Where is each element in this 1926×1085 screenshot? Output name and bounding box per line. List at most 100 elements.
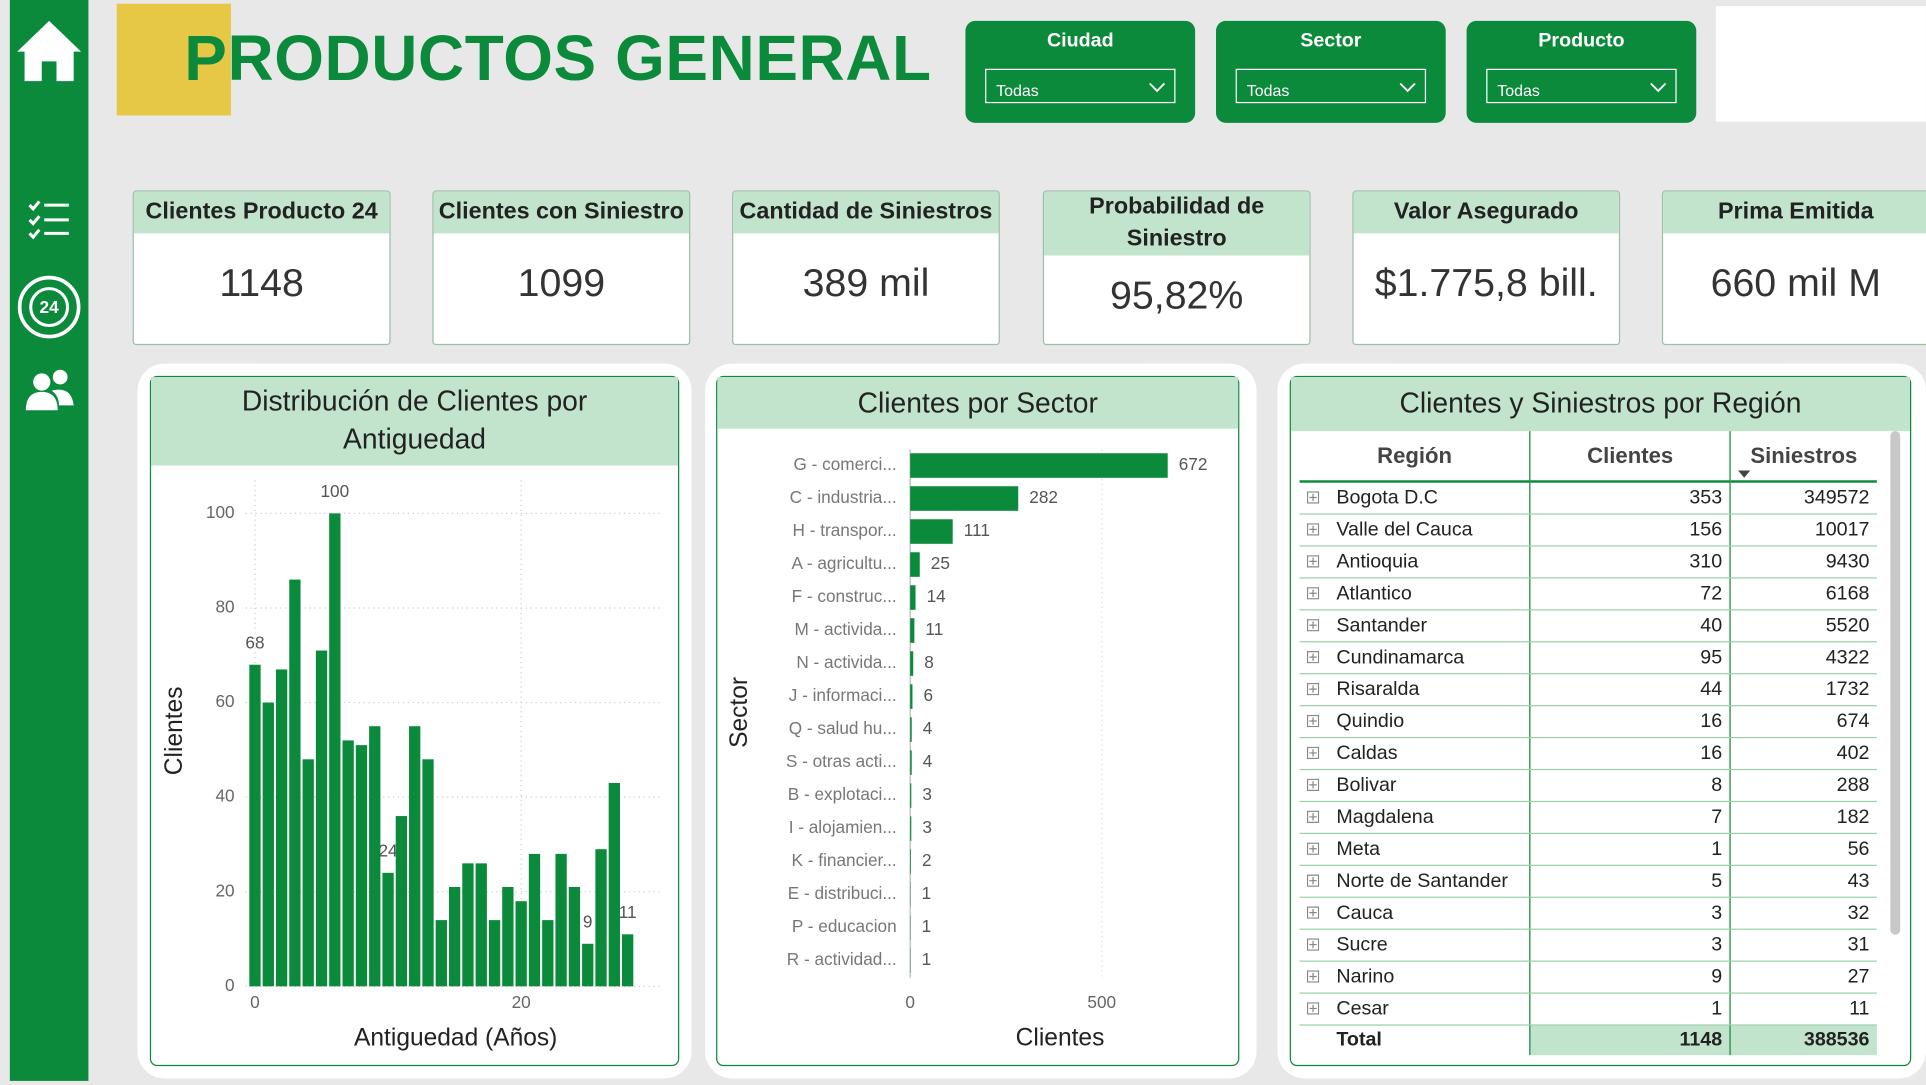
home-icon[interactable] [17,20,82,82]
filter-label: Sector [1300,30,1362,52]
expand-icon[interactable] [1306,714,1320,728]
expand-icon[interactable] [1306,650,1320,664]
dropdown-value: Todas [1497,81,1540,100]
kpi-value: 1148 [219,260,304,305]
kpi-card: Clientes con Siniestro 1099 [432,190,691,346]
table-cell: 44 [1530,673,1731,707]
table-cell: 402 [1730,737,1877,771]
dropdown[interactable]: Todas [1486,68,1677,104]
table-cell: 156 [1530,514,1731,547]
table-cell: 1148 [1530,1025,1731,1056]
table-cell: 43 [1730,865,1877,898]
table-cell: 349572 [1730,481,1877,515]
table-cell: Total [1299,1025,1531,1056]
table-row: Magdalena 7 182 [1299,801,1877,835]
table-cell: 6168 [1730,577,1877,611]
table-cell: 10017 [1730,514,1877,547]
expand-icon[interactable] [1306,682,1320,696]
dropdown[interactable]: Todas [1235,68,1427,104]
table-cell: Atlantico [1299,577,1531,611]
expand-icon[interactable] [1306,1002,1320,1015]
kpi-title: Cantidad de Siniestros [733,191,999,234]
dropdown[interactable]: Todas [985,68,1176,104]
column-header: Región [1299,431,1531,483]
table-cell: Narino [1299,961,1531,994]
table-cell: 674 [1730,705,1877,739]
table-cell: Bolivar [1299,769,1531,803]
chart-frame: Clientes por Sector [716,375,1240,1067]
table-cell: Bogota D.C [1299,481,1531,515]
filter[interactable]: Ciudad Todas [965,20,1196,123]
table-cell: 1732 [1730,673,1877,707]
chart-title: Distribución de Clientes por Antiguedad [151,377,679,466]
table-cell: Cauca [1299,897,1531,930]
table-cell: Sucre [1299,929,1531,962]
table-row: Antioquia 310 9430 [1299,545,1877,579]
kpi-value: $1.775,8 bill. [1374,260,1598,305]
expand-icon[interactable] [1306,746,1320,760]
kpi-title: Clientes Producto 24 [133,191,390,234]
table-row: Narino 9 27 [1299,961,1877,994]
table-cell: Risaralda [1299,673,1531,707]
expand-icon[interactable] [1306,555,1320,568]
scrollbar[interactable] [1890,431,1901,935]
expand-icon[interactable] [1306,874,1320,887]
table-row: Atlantico 72 6168 [1299,577,1877,611]
logo-block [116,3,231,116]
table-row: Caldas 16 402 [1299,737,1877,771]
24-icon[interactable]: 24 [17,275,81,339]
table-cell: 16 [1530,737,1731,771]
table-row: Cundinamarca 95 4322 [1299,641,1877,675]
table-cell: Santander [1299,609,1531,643]
table-cell: 9 [1530,961,1731,994]
column-header: Siniestros [1730,431,1877,483]
sort-arrow[interactable] [1738,470,1751,478]
table-row: Quindio 16 674 [1299,705,1877,739]
table-cell: 1 [1530,833,1731,866]
expand-icon[interactable] [1306,587,1320,600]
expand-icon[interactable] [1306,491,1320,504]
kpi-title: Prima Emitida [1663,191,1926,234]
table-cell: 72 [1530,577,1731,611]
table-cell: Antioquia [1299,545,1531,579]
kpi-card: Valor Asegurado $1.775,8 bill. [1352,190,1621,346]
expand-icon[interactable] [1306,906,1320,919]
kpi-title: Valor Asegurado [1353,191,1619,234]
table-cell: Quindio [1299,705,1531,739]
list-icon[interactable] [28,200,69,240]
expand-icon[interactable] [1306,970,1320,983]
expand-icon[interactable] [1306,810,1320,823]
filter[interactable]: Producto Todas [1466,20,1697,123]
table-cell: 3 [1530,897,1731,930]
table-row: Meta 1 56 [1299,833,1877,866]
kpi-value: 95,82% [1110,272,1244,317]
table-frame: Clientes y Siniestros por Región Región C… [1289,375,1912,1067]
expand-icon[interactable] [1306,619,1320,632]
table-cell: Magdalena [1299,801,1531,835]
expand-icon[interactable] [1306,842,1320,855]
table-row: Cauca 3 32 [1299,897,1877,930]
expand-icon[interactable] [1306,523,1320,536]
table-cell: 31 [1730,929,1877,962]
table-cell: 288 [1730,769,1877,803]
table-cell: Valle del Cauca [1299,514,1531,547]
filter[interactable]: Sector Todas [1216,20,1446,123]
table-cell: 95 [1530,641,1731,675]
table-cell: 5520 [1730,609,1877,643]
table-cell: Cesar [1299,993,1531,1026]
chevron [1399,82,1416,93]
blank-box [1715,6,1926,122]
table-cell: 27 [1730,961,1877,994]
users-icon[interactable] [25,369,74,411]
expand-icon[interactable] [1306,938,1320,951]
table-cell: 40 [1530,609,1731,643]
table: Región Clientes Siniestros Bogota D.C 353 349… [1299,431,1877,1056]
page-title: PRODUCTOS GENERAL [184,23,932,95]
column-header: Clientes [1530,431,1731,483]
expand-icon[interactable] [1306,778,1320,792]
header-row: Región Clientes Siniestros [1299,431,1877,483]
total-row: Total 1148 388536 [1299,1025,1877,1056]
svg-text:24: 24 [40,297,60,317]
